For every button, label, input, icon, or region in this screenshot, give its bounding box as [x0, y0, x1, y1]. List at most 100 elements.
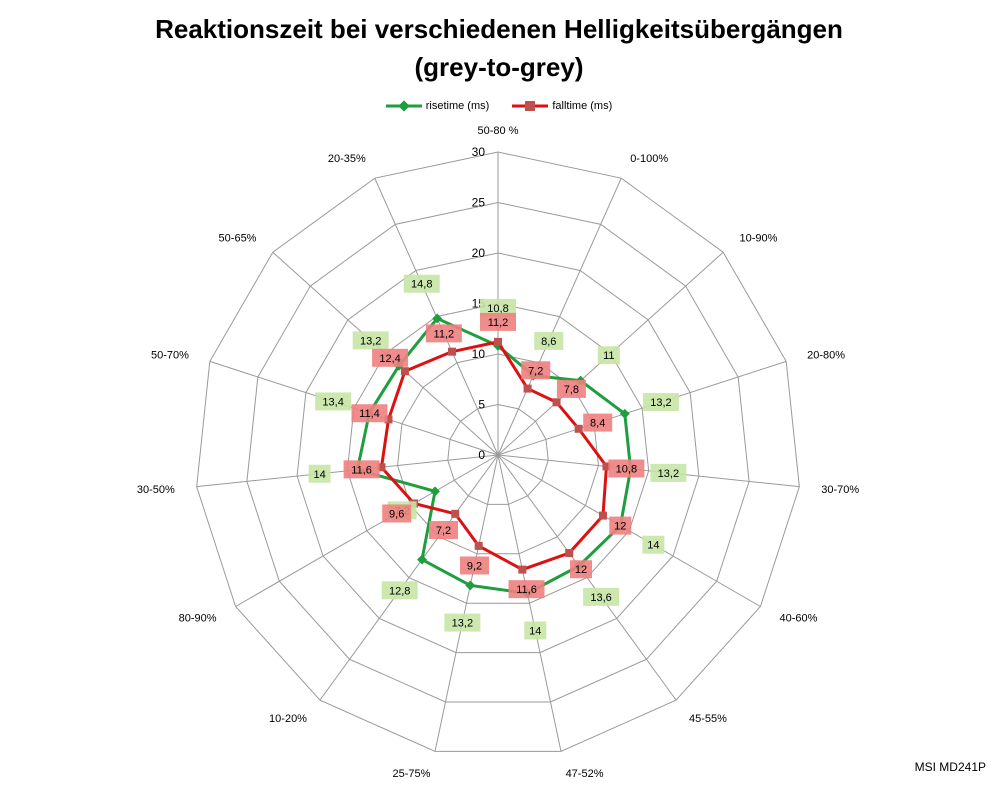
category-label-14: 20-35% [328, 153, 366, 165]
tick-label-5: 5 [478, 398, 485, 412]
data-label-1-0: 11,2 [488, 317, 509, 329]
data-label-1-10: 9,6 [389, 508, 404, 520]
data-label-1-13: 12,4 [379, 353, 400, 365]
series-1-point-3 [574, 424, 583, 433]
category-label-0: 50-80 % [478, 125, 519, 137]
grid-ring-20 [296, 252, 700, 654]
tick-label-30: 30 [472, 145, 486, 159]
legend-label-falltime: falltime (ms) [552, 100, 613, 112]
data-label-1-2: 7,8 [564, 384, 579, 396]
data-label-0-2: 11 [603, 350, 614, 362]
data-label-bg-0-3 [642, 393, 679, 412]
data-label-1-8: 9,2 [467, 560, 482, 572]
data-label-bg-1-0 [480, 312, 516, 331]
data-label-bg-1-7 [508, 580, 545, 599]
series-0-point-14 [432, 313, 443, 324]
category-label-6: 45-55% [689, 713, 727, 725]
category-label-4: 30-70% [821, 484, 859, 496]
data-label-bg-0-8 [444, 613, 481, 632]
category-label-8: 25-75% [393, 768, 431, 780]
grid-spoke-9 [319, 454, 499, 701]
data-label-bg-0-9 [381, 581, 418, 600]
data-label-bg-0-14 [403, 274, 440, 293]
series-1-point-4 [602, 462, 611, 471]
data-label-0-11: 14 [313, 469, 325, 481]
grid-spoke-10 [235, 454, 499, 607]
grid-spoke-4 [497, 454, 800, 488]
tick-label-20: 20 [472, 246, 486, 260]
data-label-0-13: 13,2 [360, 335, 381, 347]
tick-label-25: 25 [472, 196, 486, 210]
data-label-bg-1-6 [569, 560, 592, 579]
data-label-bg-1-4 [608, 459, 645, 478]
series-1-point-5 [598, 511, 607, 520]
series-1-point-0 [494, 337, 502, 346]
grid-spoke-7 [497, 454, 562, 752]
legend-item-risetime: risetime (ms) [385, 100, 489, 112]
series-1-point-13 [400, 367, 409, 376]
grid-ring-10 [397, 353, 599, 555]
series-1-point-9 [451, 509, 460, 518]
chart-title: Reaktionszeit bei verschiedenen Helligke… [155, 14, 843, 82]
data-label-bg-1-3 [583, 413, 613, 432]
data-label-bg-1-13 [372, 348, 409, 367]
data-label-bg-0-6 [583, 587, 620, 606]
data-label-0-5: 14 [647, 540, 659, 552]
grid-spoke-8 [434, 454, 499, 752]
category-label-9: 10-20% [269, 713, 307, 725]
data-label-0-14: 14,8 [411, 279, 432, 291]
data-label-0-7: 14 [529, 625, 541, 637]
series-1-point-11 [377, 463, 386, 472]
data-label-0-6: 13,6 [590, 592, 611, 604]
data-label-bg-0-11 [308, 464, 331, 483]
data-label-0-4: 13,2 [658, 468, 679, 480]
data-label-bg-1-1 [521, 361, 551, 380]
data-label-bg-1-12 [351, 404, 388, 423]
data-label-0-0: 10,8 [487, 303, 508, 315]
data-label-1-9: 7,2 [436, 525, 451, 537]
series-0-point-3 [619, 408, 630, 419]
legend-swatch-falltime [512, 101, 549, 111]
data-label-1-12: 11,4 [359, 408, 380, 420]
data-label-0-8: 13,2 [452, 618, 473, 630]
data-label-0-3: 13,2 [650, 397, 671, 409]
grid-ring-15 [346, 302, 650, 604]
data-label-bg-0-4 [650, 463, 687, 482]
data-label-0-12: 13,4 [322, 396, 343, 408]
data-label-bg-1-5 [609, 516, 632, 535]
category-label-7: 47-52% [566, 768, 604, 780]
series-0-point-10 [430, 486, 440, 497]
series-line-0 [355, 316, 633, 595]
series-line-1 [379, 340, 608, 572]
data-label-bg-1-11 [343, 460, 380, 479]
data-label-1-4: 10,8 [616, 463, 637, 475]
data-label-bg-1-2 [556, 379, 586, 398]
category-label-11: 30-50% [137, 484, 175, 496]
series-1-point-7 [518, 565, 527, 574]
tick-label-10: 10 [472, 347, 486, 361]
brand-label: MSI MD241P [914, 760, 986, 774]
data-label-1-6: 12 [575, 564, 587, 576]
tick-label-0: 0 [478, 448, 485, 462]
grid-spoke-3 [497, 360, 787, 456]
data-label-bg-1-9 [429, 521, 459, 540]
series-1-point-8 [474, 541, 483, 550]
data-label-1-1: 7,2 [528, 365, 543, 377]
grid-ring-5 [447, 403, 549, 505]
series-0-point-8 [465, 580, 476, 591]
data-label-bg-0-7 [524, 621, 547, 640]
series-1-point-12 [384, 415, 393, 424]
series-1-point-6 [565, 549, 574, 558]
category-label-5: 40-60% [779, 613, 817, 625]
data-label-bg-1-8 [460, 556, 490, 575]
legend-swatch-risetime [385, 100, 422, 112]
legend-item-falltime: falltime (ms) [512, 100, 612, 112]
data-label-1-14: 11,2 [434, 328, 455, 340]
grid-ring-30 [196, 151, 800, 752]
category-label-1: 0-100% [630, 153, 668, 165]
category-label-12: 50-70% [151, 350, 189, 362]
series-1-point-1 [523, 384, 532, 393]
category-label-13: 50-65% [219, 233, 257, 245]
data-label-bg-0-2 [597, 346, 620, 365]
